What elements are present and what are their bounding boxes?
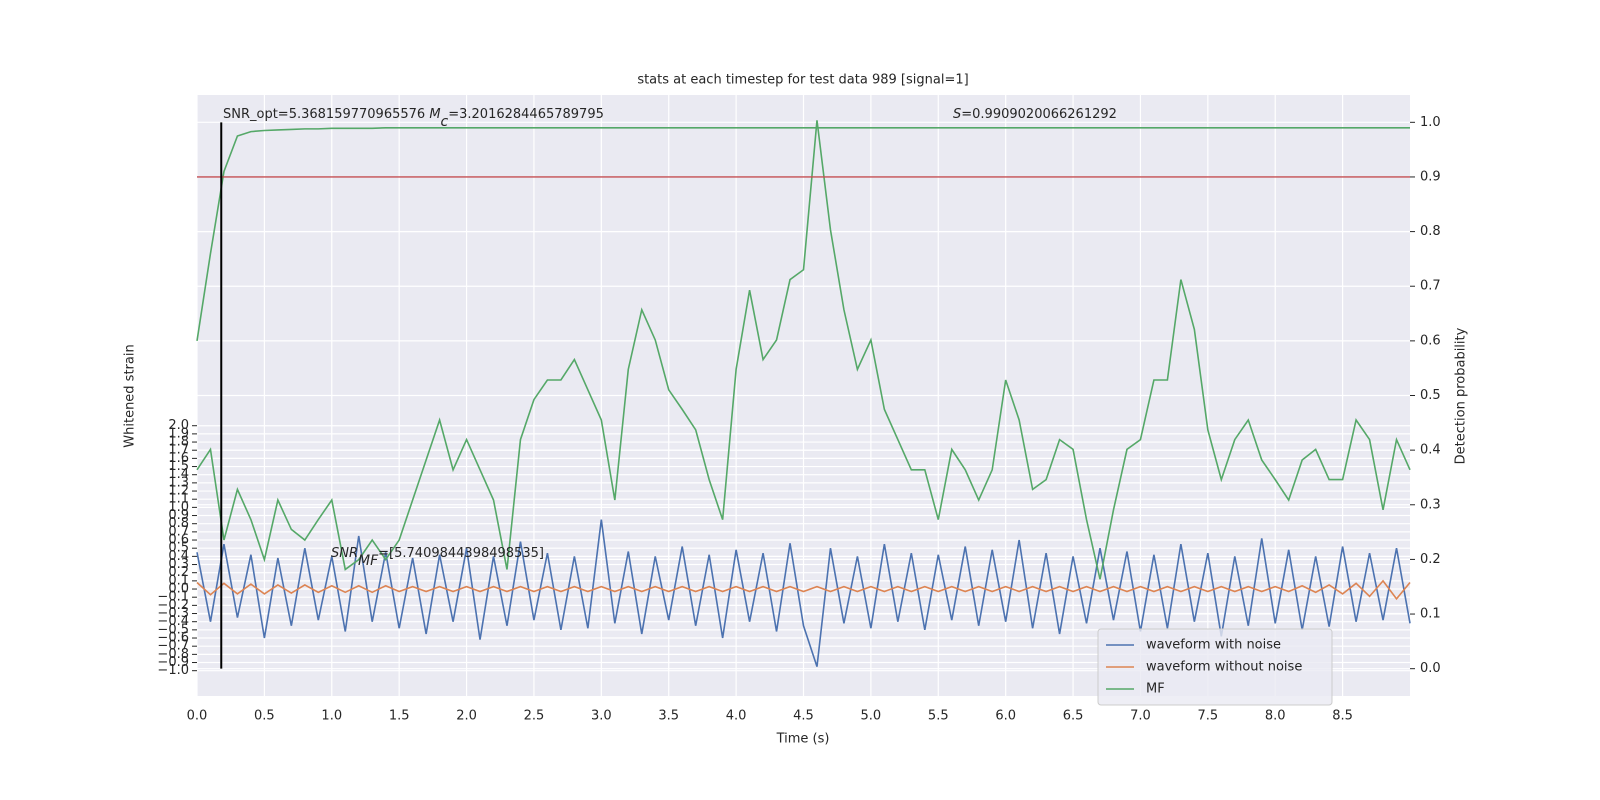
annotation: SNR_opt=5.368159770965576 Mc=3.201628446…	[223, 107, 604, 131]
x-tick-label: 5.0	[861, 709, 882, 724]
x-tick-label: 6.5	[1063, 709, 1084, 724]
annotation-part: SNR	[331, 546, 358, 561]
x-tick-label: 4.5	[793, 709, 814, 724]
annotation-part: SNR_opt=5.368159770965576	[223, 107, 429, 122]
annotation-part: =0.9909020066261292	[961, 107, 1117, 122]
y-tick-label: −1.0	[157, 663, 189, 678]
y-tick-label: −0.9	[157, 655, 189, 670]
y-tick-label: 0.3	[168, 557, 189, 572]
y-tick-label: 2.0	[168, 418, 189, 433]
y-tick-label: 1.6	[168, 451, 189, 466]
y-tick-label: 1.8	[168, 435, 189, 450]
y-tick-label: 0.6	[168, 533, 189, 548]
y-axis-label: Whitened strain	[123, 344, 138, 447]
x-tick-label: 8.5	[1332, 709, 1353, 724]
y2-axis-label: Detection probability	[1454, 327, 1469, 464]
y2-tick-label: 0.9	[1420, 169, 1441, 184]
x-tick-label: 3.5	[658, 709, 679, 724]
x-tick-label: 8.0	[1265, 709, 1286, 724]
y-tick-label: 1.2	[168, 484, 189, 499]
x-tick-label: 1.5	[389, 709, 410, 724]
y-tick-label: 1.7	[168, 443, 189, 458]
y-tick-label: 0.2	[168, 565, 189, 580]
y-tick-label: 0.5	[168, 541, 189, 556]
y-tick-label: −0.3	[157, 606, 189, 621]
y-tick-label: 0.4	[168, 549, 189, 564]
annotation: SNRMF=[5.7409844398498535]	[331, 546, 544, 570]
y2-tick-label: 0.5	[1420, 388, 1441, 403]
x-tick-label: 5.5	[928, 709, 949, 724]
x-tick-label: 3.0	[591, 709, 612, 724]
x-tick-label: 7.5	[1197, 709, 1218, 724]
legend-label: waveform with noise	[1146, 638, 1281, 653]
y-tick-label: −0.5	[157, 622, 189, 637]
y-tick-label: −0.7	[157, 639, 189, 654]
y-tick-label: −0.2	[157, 598, 189, 613]
x-tick-label: 1.0	[321, 709, 342, 724]
y-tick-label: 0.7	[168, 524, 189, 539]
y-tick-label: −0.1	[157, 590, 189, 605]
legend-box	[1097, 628, 1333, 706]
y-tick-label: 1.9	[168, 426, 189, 441]
y2-tick-label: 0.6	[1420, 333, 1441, 348]
x-tick-label: 2.5	[524, 709, 545, 724]
y-tick-label: −0.6	[157, 631, 189, 646]
series-line	[196, 519, 1411, 667]
x-axis-label: Time (s)	[776, 732, 830, 747]
y2-tick-label: 0.4	[1420, 443, 1441, 458]
annotation-part: =3.2016284465789795	[448, 107, 604, 122]
y2-tick-label: 0.8	[1420, 224, 1441, 239]
y2-tick-label: 0.7	[1420, 279, 1441, 294]
y-tick-label: 0.1	[168, 573, 189, 588]
annotation-part: =[5.7409844398498535]	[378, 546, 544, 561]
chart-title: stats at each timestep for test data 989…	[637, 73, 968, 88]
series-line	[196, 126, 1410, 341]
y2-tick-label: 0.1	[1420, 607, 1441, 622]
y2-tick-label: 0.0	[1420, 661, 1441, 676]
annotation-part: c	[441, 114, 449, 130]
y-tick-label: −0.8	[157, 647, 189, 662]
y2-tick-label: 0.2	[1420, 552, 1441, 567]
annotation-part: MF	[358, 553, 379, 569]
y-tick-label: 0.9	[168, 508, 189, 523]
y-tick-label: 0.8	[168, 516, 189, 531]
x-tick-label: 4.0	[726, 709, 747, 724]
x-tick-label: 2.0	[456, 709, 477, 724]
series-line	[196, 579, 1411, 601]
y-tick-label: 1.0	[168, 500, 189, 515]
annotation-part: M	[429, 107, 440, 122]
y2-tick-label: 0.3	[1420, 497, 1441, 512]
x-tick-label: 0.5	[254, 709, 275, 724]
y-tick-label: 0.0	[168, 582, 189, 597]
x-tick-label: 0.0	[187, 709, 208, 724]
y2-tick-label: 1.0	[1420, 115, 1441, 130]
series-line	[196, 120, 1411, 580]
y-tick-label: 1.1	[168, 492, 189, 507]
legend-label: MF	[1146, 682, 1165, 697]
y-tick-label: 1.5	[168, 459, 189, 474]
y-tick-label: 1.4	[168, 467, 189, 482]
y-tick-label: 1.3	[168, 475, 189, 490]
x-tick-label: 7.0	[1130, 709, 1151, 724]
legend-label: waveform without noise	[1146, 660, 1302, 675]
annotation: S=0.9909020066261292	[953, 107, 1117, 122]
y-tick-label: −0.4	[157, 614, 189, 629]
x-tick-label: 6.0	[995, 709, 1016, 724]
annotation-part: S	[953, 107, 961, 122]
